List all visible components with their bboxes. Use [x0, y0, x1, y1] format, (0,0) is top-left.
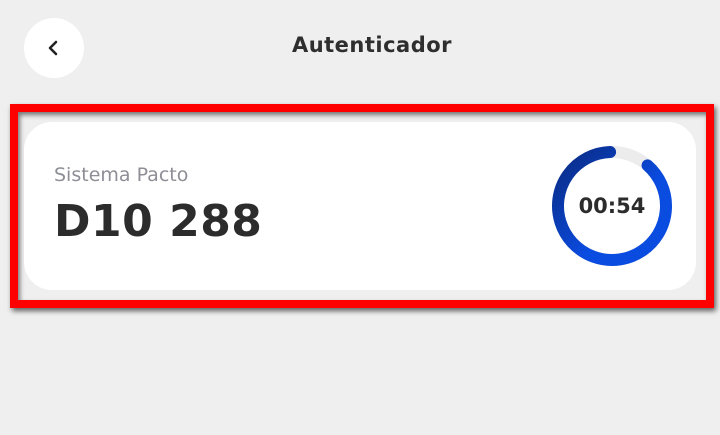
page-title: Autenticador: [291, 33, 453, 57]
timer-progress-arc: [552, 146, 672, 266]
authenticator-card: Sistema Pacto D10 288 00:54: [24, 122, 696, 290]
chevron-left-icon: [48, 40, 58, 56]
auth-code[interactable]: D10 288: [54, 196, 263, 247]
highlight-box: [10, 104, 714, 308]
timer-text: 00:54: [578, 194, 646, 218]
system-name: Sistema Pacto: [54, 164, 189, 186]
countdown-timer: 00:54: [546, 140, 678, 272]
back-button[interactable]: [24, 18, 84, 78]
